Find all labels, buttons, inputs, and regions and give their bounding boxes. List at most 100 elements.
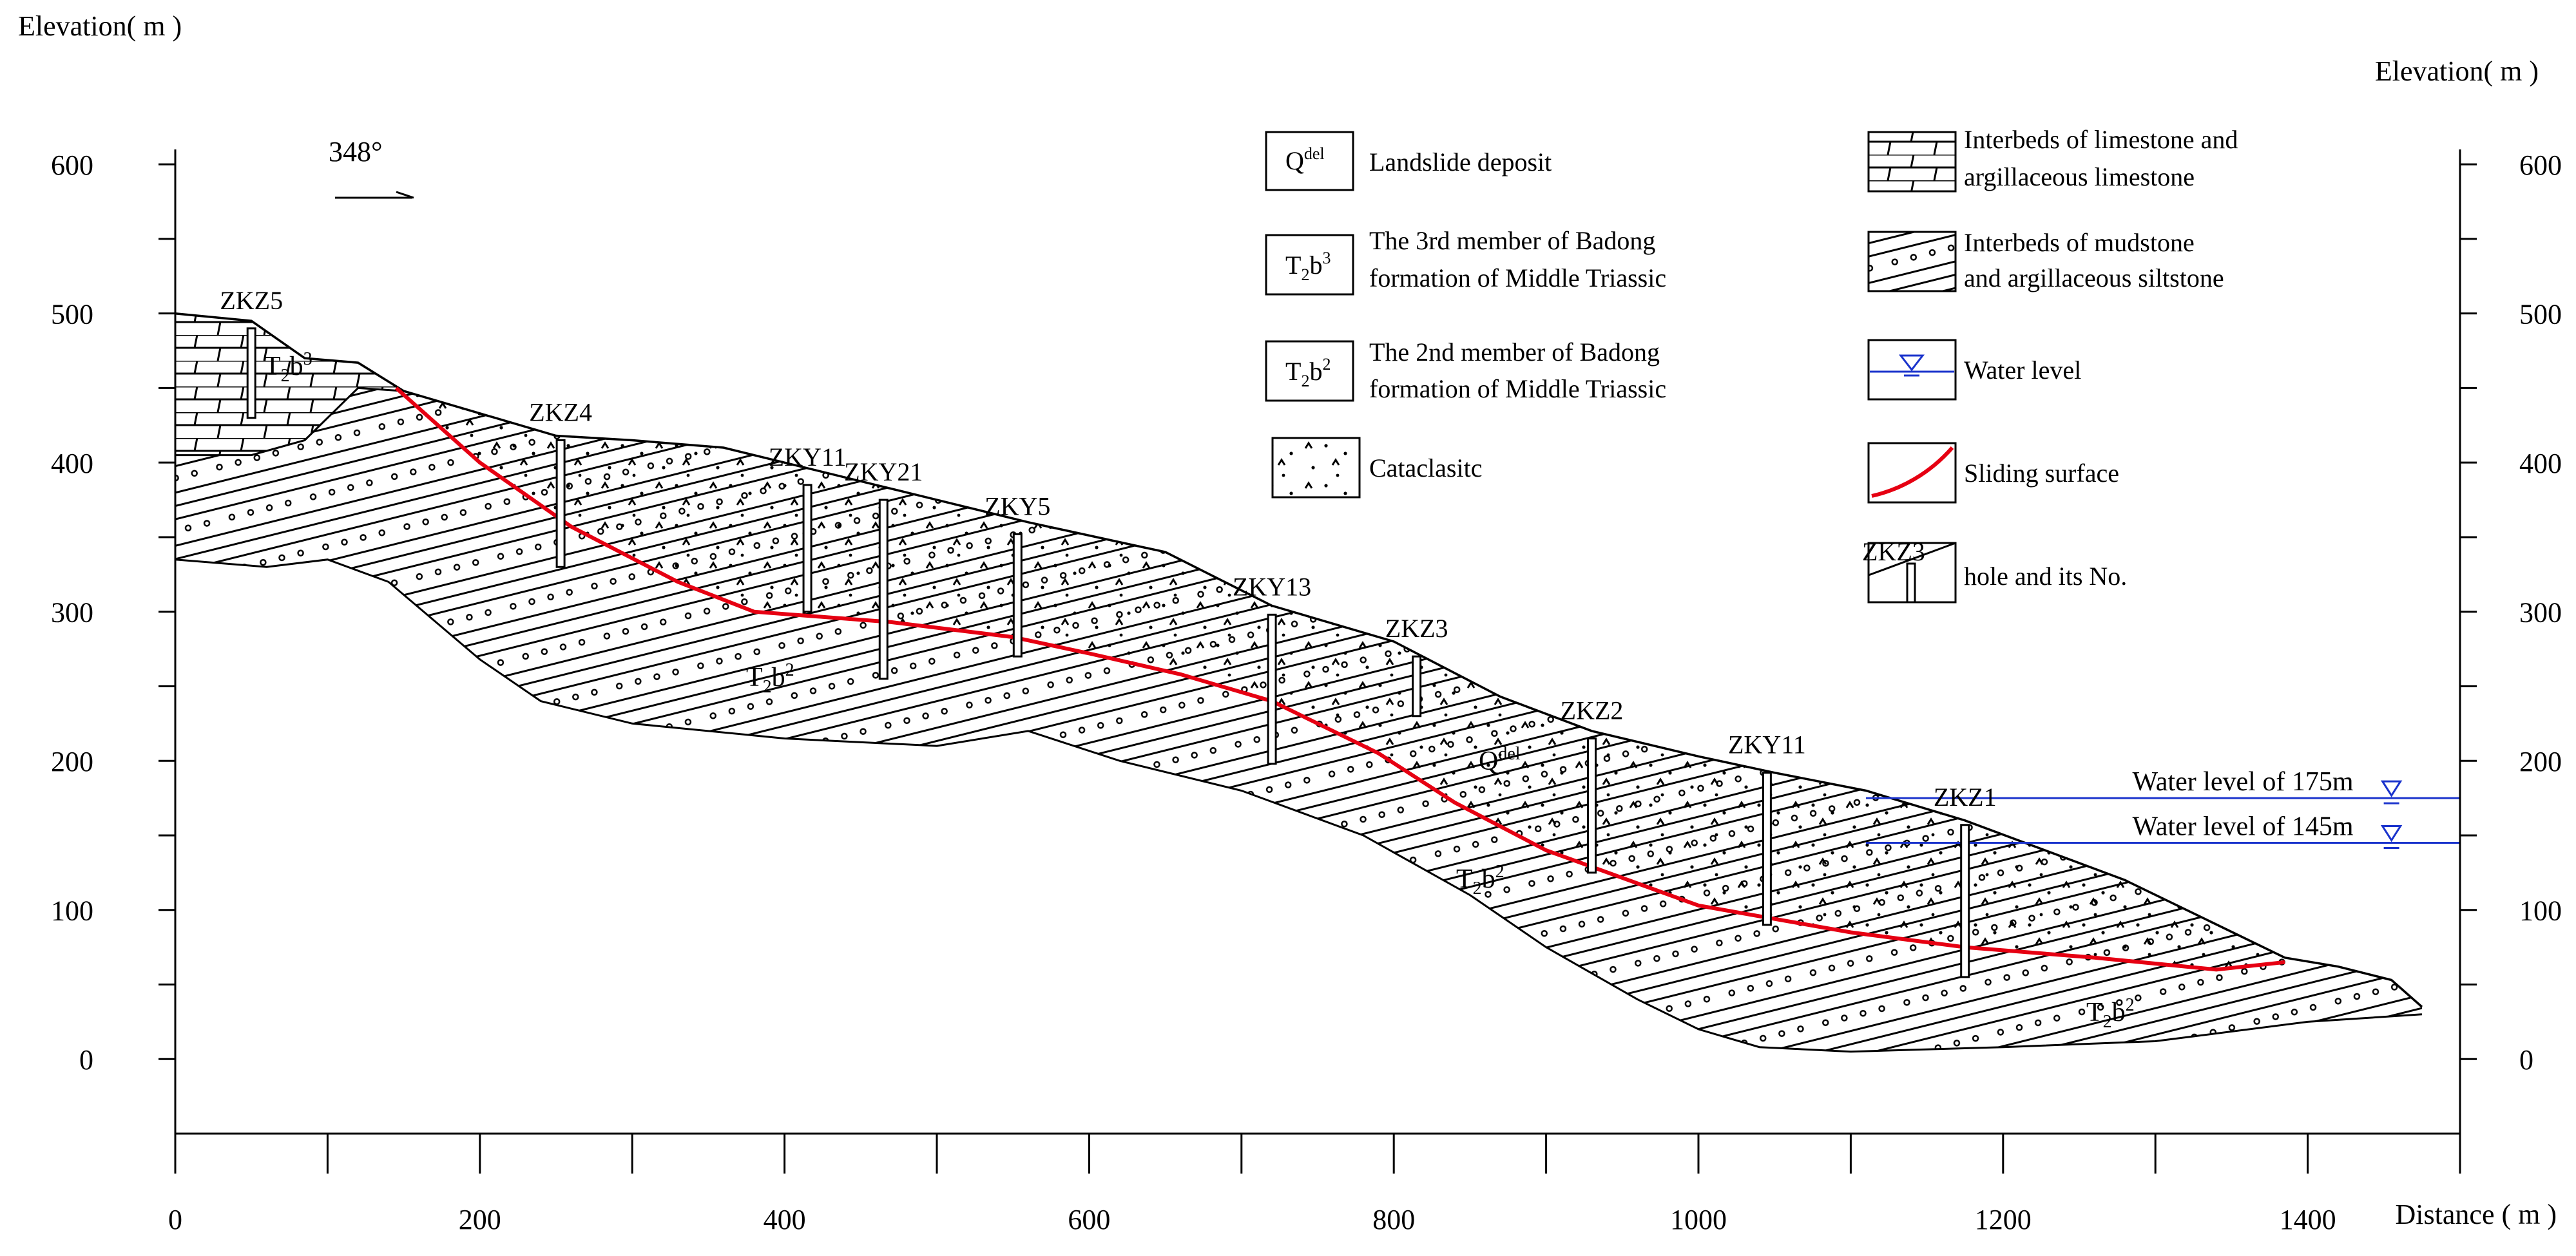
water-level-label: Water level of 145m <box>2133 812 2354 842</box>
borehole-zkz5 <box>246 327 256 419</box>
x-tick-label: 1400 <box>2280 1204 2336 1235</box>
legend-text-t2b2-line1: The 2nd member of Badong <box>1369 338 1660 366</box>
legend-text-water: Water level <box>1964 356 2081 385</box>
legend-text-sliding: Sliding surface <box>1964 459 2119 488</box>
x-tick-label: 800 <box>1372 1204 1415 1235</box>
borehole-zky11a <box>802 484 812 613</box>
legend-hole-rod <box>1906 562 1916 604</box>
x-tick-label: 200 <box>459 1204 501 1235</box>
y-tick-label-right: 200 <box>2519 746 2562 777</box>
label-t2b2-lower: T2b2 <box>1456 862 1504 899</box>
orientation-marker: 348° <box>329 136 414 199</box>
legend-item-qdel: Qdel Landslide deposit <box>1265 131 1552 191</box>
x-tick-label: 1200 <box>1975 1204 2032 1235</box>
borehole-label: ZKY11 <box>769 442 847 471</box>
borehole-zky13 <box>1267 613 1277 765</box>
borehole-label: ZKY21 <box>844 457 923 486</box>
borehole-label: ZKY11 <box>1728 730 1806 759</box>
legend-text-t2b3-line1: The 3rd member of Badong <box>1369 226 1655 255</box>
legend-text-t2b2-line2: formation of Middle Triassic <box>1369 374 1666 403</box>
borehole-zky11b <box>1762 772 1772 926</box>
legend-text-mudstone-line2: and argillaceous siltstone <box>1964 263 2224 292</box>
legend-swatch-t2b2 <box>1265 340 1354 402</box>
borehole-label: ZKZ5 <box>220 286 283 315</box>
legend-text-cataclasite: Cataclasitc <box>1369 453 1482 482</box>
borehole-zky21 <box>878 499 889 680</box>
y-tick-label-right: 300 <box>2519 597 2562 629</box>
legend-sliding-curve <box>1871 446 1954 498</box>
section-bottom-line <box>175 558 2422 1053</box>
borehole-label: ZKZ1 <box>1934 783 1997 812</box>
borehole-zkz2 <box>1587 737 1597 874</box>
landslide-deposit <box>396 388 2285 970</box>
x-axis-title: Distance ( m ) <box>2396 1199 2557 1230</box>
borehole-label: ZKZ4 <box>529 397 592 426</box>
legend-symbol-qdel: Qdel <box>1285 144 1325 175</box>
borehole-zkz3 <box>1412 655 1422 718</box>
water-levels: Water level of 175m Water level of 145m <box>1866 767 2460 850</box>
orientation-label: 348° <box>329 136 383 167</box>
legend-swatch-cataclasite <box>1271 437 1361 499</box>
legend-text-limestone-line2: argillaceous limestone <box>1964 162 2195 191</box>
y-tick-label-right: 400 <box>2519 448 2562 479</box>
legend-hole-ground-line <box>1868 542 1956 576</box>
legend-swatch-limestone <box>1867 131 1957 193</box>
legend: Qdel Landslide deposit T2b3 The 3rd memb… <box>1265 125 2238 604</box>
borehole-zkz4 <box>555 439 566 568</box>
legend-text-t2b3-line2: formation of Middle Triassic <box>1369 263 1666 292</box>
y-tick-label-left: 100 <box>51 895 93 927</box>
y-tick-label-right: 500 <box>2519 299 2562 330</box>
legend-symbol-t2b2: T2b2 <box>1285 355 1331 390</box>
geology-layers <box>175 312 2423 1053</box>
legend-item-sliding: Sliding surface <box>1867 442 2119 504</box>
legend-item-hole: ZKZ3 hole and its No. <box>1862 537 2127 604</box>
bedrock-t2b3-pattern <box>175 313 404 455</box>
borehole-label: ZKZ3 <box>1385 614 1448 643</box>
left-axis-title: Elevation( m ) <box>18 10 182 42</box>
y-tick-label-right: 0 <box>2519 1044 2533 1076</box>
legend-text-limestone-line1: Interbeds of limestone and <box>1964 125 2238 154</box>
x-tick-label: 0 <box>168 1204 182 1235</box>
legend-item-t2b3: T2b3 The 3rd member of Badong formation … <box>1265 226 1666 296</box>
y-tick-label-left: 0 <box>79 1044 93 1076</box>
label-qdel: Qdel <box>1479 744 1521 776</box>
y-tick-label-left: 500 <box>51 299 93 330</box>
legend-item-cataclasite: Cataclasitc <box>1271 437 1482 499</box>
label-t2b3-top: T2b3 <box>264 349 312 386</box>
borehole-label: ZKY13 <box>1233 572 1311 601</box>
legend-swatch-qdel <box>1265 131 1354 191</box>
y-tick-label-right: 600 <box>2519 149 2562 181</box>
legend-item-water: Water level <box>1867 339 2081 401</box>
legend-text-qdel: Landslide deposit <box>1369 147 1552 176</box>
x-tick-label: 1000 <box>1670 1204 1727 1235</box>
orientation-arrowhead <box>396 191 414 199</box>
boreholes: ZKZ5ZKZ4ZKY11ZKY21ZKY5ZKY13ZKZ3ZKZ2ZKY11… <box>220 286 1997 978</box>
y-tick-label-left: 300 <box>51 597 93 629</box>
ground-surface <box>175 312 2423 1008</box>
legend-item-t2b2: T2b2 The 2nd member of Badong formation … <box>1265 338 1666 403</box>
axes: 0 0 100 100 200 200 300 300 400 400 500 500 600 600 0 2… <box>51 149 2562 1235</box>
borehole-label: ZKY5 <box>985 491 1050 520</box>
y-tick-label-left: 200 <box>51 746 93 777</box>
right-axis-title: Elevation( m ) <box>2375 55 2539 87</box>
y-tick-label-left: 400 <box>51 448 93 479</box>
water-level-triangle-icon <box>2380 825 2403 842</box>
water-level-label: Water level of 175m <box>2133 767 2354 797</box>
label-t2b2-right: T2b2 <box>2086 995 2135 1032</box>
legend-swatch-mudstone <box>1867 231 1957 292</box>
x-tick-label: 400 <box>764 1204 806 1235</box>
legend-swatch-t2b3 <box>1265 234 1354 296</box>
borehole-zky5 <box>1012 533 1023 658</box>
borehole-zkz1 <box>1960 824 1970 978</box>
t2b3-base-line <box>175 386 404 457</box>
legend-symbol-hole: ZKZ3 <box>1862 537 1925 566</box>
borehole-label: ZKZ2 <box>1561 696 1624 725</box>
legend-text-mudstone-line1: Interbeds of mudstone <box>1964 228 2195 257</box>
legend-item-mudstone: Interbeds of mudstone and argillaceous s… <box>1867 228 2224 292</box>
y-tick-label-right: 100 <box>2519 895 2562 927</box>
legend-item-limestone: Interbeds of limestone and argillaceous … <box>1867 125 2238 193</box>
x-tick-label: 600 <box>1068 1204 1110 1235</box>
legend-symbol-t2b3: T2b3 <box>1285 249 1331 284</box>
